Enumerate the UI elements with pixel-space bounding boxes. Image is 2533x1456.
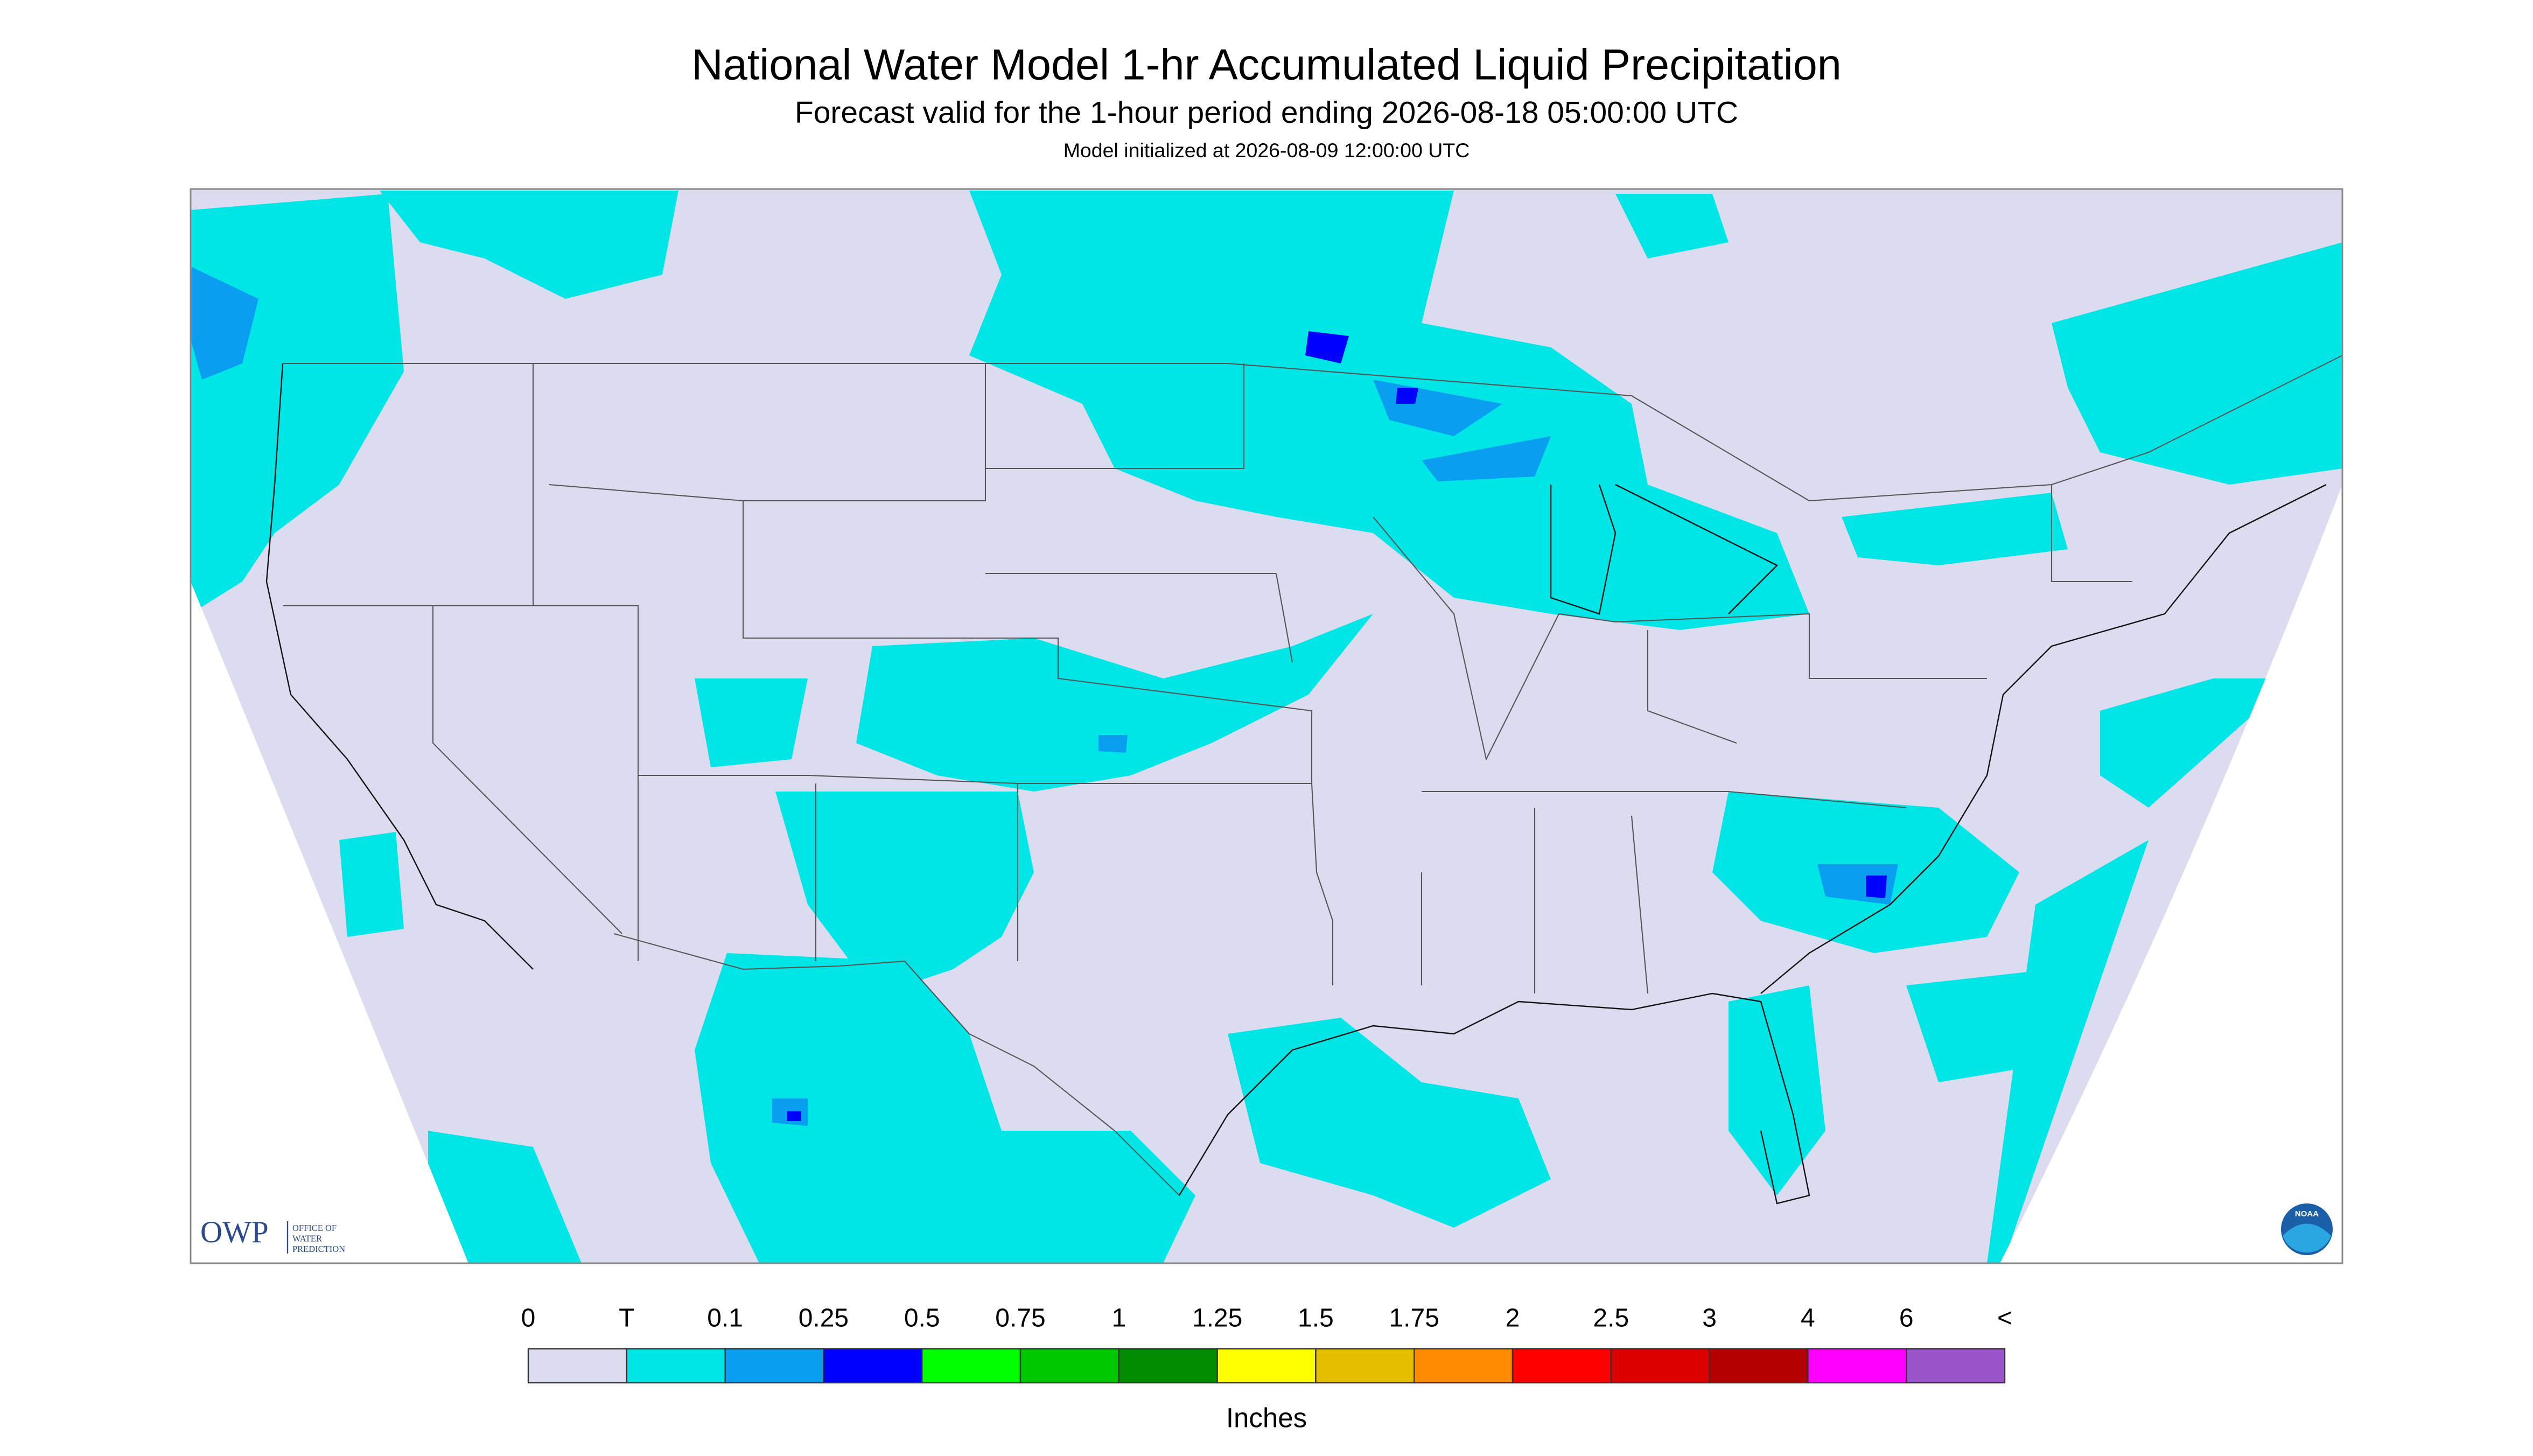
legend-label: 0.25 [799,1304,849,1333]
map: OWP OFFICE OF WATER PREDICTION NOAA [190,188,2343,1264]
legend-label: 1.25 [1192,1304,1242,1333]
legend-swatch [1512,1348,1612,1384]
init-note: Model initialized at 2026-08-09 12:00:00… [1063,139,1470,162]
legend-label: 1.5 [1298,1304,1334,1333]
legend-label: T [619,1304,634,1333]
legend-swatch [823,1348,923,1384]
precip-trace [191,191,2342,1264]
legend-label: 2.5 [1593,1304,1629,1333]
legend-label: 0 [521,1304,536,1333]
subtitle: Forecast valid for the 1-hour period end… [795,95,1738,130]
legend-label: 1 [1111,1304,1126,1333]
legend-swatch [626,1348,726,1384]
legend-label: 0.5 [904,1304,940,1333]
legend-swatch [1905,1348,2006,1384]
legend-label: 1.75 [1389,1304,1439,1333]
owp-logo-line: OFFICE OF [292,1223,337,1233]
projection-edge [2000,485,2342,1264]
legend-label: 0.75 [995,1304,1045,1333]
legend-label: < [1997,1304,2012,1333]
legend-label: 6 [1899,1304,1914,1333]
title: National Water Model 1-hr Accumulated Li… [691,40,1842,89]
projection-edge [191,582,468,1264]
precip-moderate [787,331,1887,1122]
legend-swatch [1019,1348,1120,1384]
legend-swatch [724,1348,824,1384]
legend-label: 4 [1801,1304,1815,1333]
legend-swatch [1610,1348,1710,1384]
owp-logo-text: OWP [200,1215,269,1249]
legend: 0 T 0.1 0.25 0.5 0.75 1 1.25 1.5 1.75 2 2.5 3 4 6 < [521,1304,2012,1384]
map-frame [190,188,2343,1264]
coastline [265,363,2327,1205]
legend-swatch [921,1348,1021,1384]
legend-swatch [1807,1348,1907,1384]
owp-logo-line: PREDICTION [292,1244,345,1254]
owp-logo: OWP OFFICE OF WATER PREDICTION [200,1215,345,1254]
noaa-logo: NOAA [2281,1203,2333,1256]
boundaries [283,355,2342,1196]
legend-swatch [1414,1348,1514,1384]
noaa-logo-text: NOAA [2295,1209,2319,1219]
owp-logo-line: WATER [292,1234,322,1244]
legend-swatch [1118,1348,1218,1384]
legend-unit: Inches [1226,1402,1307,1433]
legend-label: 2 [1506,1304,1520,1333]
legend-swatch [1709,1348,1809,1384]
legend-label: 0.1 [707,1304,743,1333]
legend-swatch [1315,1348,1415,1384]
legend-label: 3 [1702,1304,1717,1333]
legend-swatch [527,1348,628,1384]
legend-swatch [1216,1348,1317,1384]
